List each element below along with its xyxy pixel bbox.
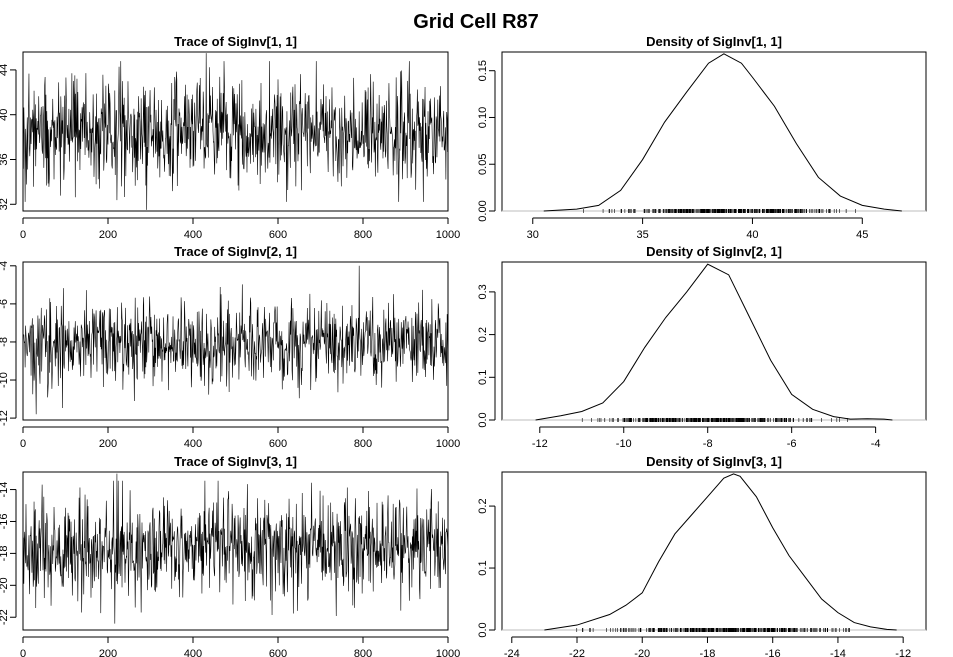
x-tick-label: 0 [20,648,26,657]
density-rug [581,418,848,422]
plot-frame [22,261,449,421]
density-panel: Density of SigInv[2, 1] -12 -10 -8 -6 -4 0.0 0.… [477,244,927,450]
x-tick-label: -16 [765,648,781,657]
trace-panel: Trace of SigInv[2, 1] 0 200 400 600 800 1000 -1… [0,244,460,450]
x-tick-label: 800 [354,229,372,241]
trace-panel: Trace of SigInv[3, 1] 0 200 400 600 800 1000 -2… [0,454,460,657]
y-tick-label: 0.2 [477,327,489,342]
x-tick-label: 1000 [436,229,460,241]
x-tick-label: 600 [269,438,287,450]
y-tick-label: 0.10 [477,107,489,128]
density-panel: Density of SigInv[3, 1] -24 -22 -20 -18 -16 -1… [477,454,927,657]
panel-title: Trace of SigInv[3, 1] [174,454,297,469]
x-tick-label: 400 [184,648,202,657]
panel-title: Density of SigInv[1, 1] [646,34,782,49]
y-tick-label: 44 [0,64,10,76]
plot-frame [501,261,927,421]
y-tick-label: 0.0 [477,622,489,637]
y-tick-label: 36 [0,153,10,165]
y-tick-label: -18 [0,545,10,561]
density-curve [535,263,893,421]
density-curve [544,473,897,631]
y-tick-label: -6 [0,299,10,309]
x-tick-label: 400 [184,229,202,241]
x-tick-label: 1000 [436,648,460,657]
x-tick-label: -18 [700,648,716,657]
x-tick-label: 200 [99,229,117,241]
x-tick-label: 800 [354,438,372,450]
density-panel: Density of SigInv[1, 1] 30 35 40 45 0.00 0.05 0… [477,34,927,241]
x-tick-label: 0 [20,438,26,450]
panel-title: Density of SigInv[3, 1] [646,454,782,469]
plot-frame [501,51,927,212]
density-rug [576,628,850,632]
y-tick-label: 0.2 [477,498,489,513]
y-tick-label: -20 [0,577,10,593]
x-tick-label: -12 [532,438,548,450]
x-tick-label: -4 [871,438,881,450]
panel-title: Trace of SigInv[2, 1] [174,244,297,259]
y-tick-label: 0.15 [477,60,489,81]
x-tick-label: 400 [184,438,202,450]
x-tick-label: 600 [269,648,287,657]
y-tick-label: 40 [0,109,10,121]
x-tick-label: -8 [703,438,713,450]
x-tick-label: 200 [99,648,117,657]
x-tick-label: 0 [20,229,26,241]
x-tick-label: 30 [527,229,539,241]
y-tick-label: 0.1 [477,560,489,575]
figure-title: Grid Cell R87 [413,11,539,33]
y-tick-label: -22 [0,609,10,625]
y-tick-label: -16 [0,514,10,530]
x-tick-label: -10 [616,438,632,450]
trace-series-line [23,53,449,210]
y-tick-label: 32 [0,198,10,210]
x-tick-label: 40 [746,229,758,241]
y-tick-label: 0.1 [477,370,489,385]
y-tick-label: 0.05 [477,154,489,175]
y-tick-label: 0.00 [477,200,489,221]
y-tick-label: -8 [0,337,10,347]
x-tick-label: -22 [569,648,585,657]
trace-series-line [23,473,449,624]
x-tick-label: 35 [636,229,648,241]
x-tick-label: -12 [895,648,911,657]
y-tick-label: -4 [0,261,10,271]
x-tick-label: 800 [354,648,372,657]
x-tick-label: -24 [504,648,520,657]
x-tick-label: -14 [830,648,846,657]
y-tick-label: 0.0 [477,412,489,427]
trace-panel: Trace of SigInv[1, 1] 0 200 400 600 800 1000 32… [0,34,460,241]
x-tick-label: 1000 [436,438,460,450]
y-tick-label: 0.3 [477,284,489,299]
y-tick-label: -10 [0,372,10,388]
y-tick-label: -14 [0,482,10,498]
density-rug [583,209,856,213]
plot-frame [501,471,927,631]
x-tick-label: 600 [269,229,287,241]
x-tick-label: 45 [856,229,868,241]
trace-series-line [23,265,449,415]
panel-title: Density of SigInv[2, 1] [646,244,782,259]
y-tick-label: -12 [0,410,10,426]
x-tick-label: 200 [99,438,117,450]
density-curve [543,53,902,212]
panel-title: Trace of SigInv[1, 1] [174,34,297,49]
x-tick-label: -20 [634,648,650,657]
x-tick-label: -6 [787,438,797,450]
